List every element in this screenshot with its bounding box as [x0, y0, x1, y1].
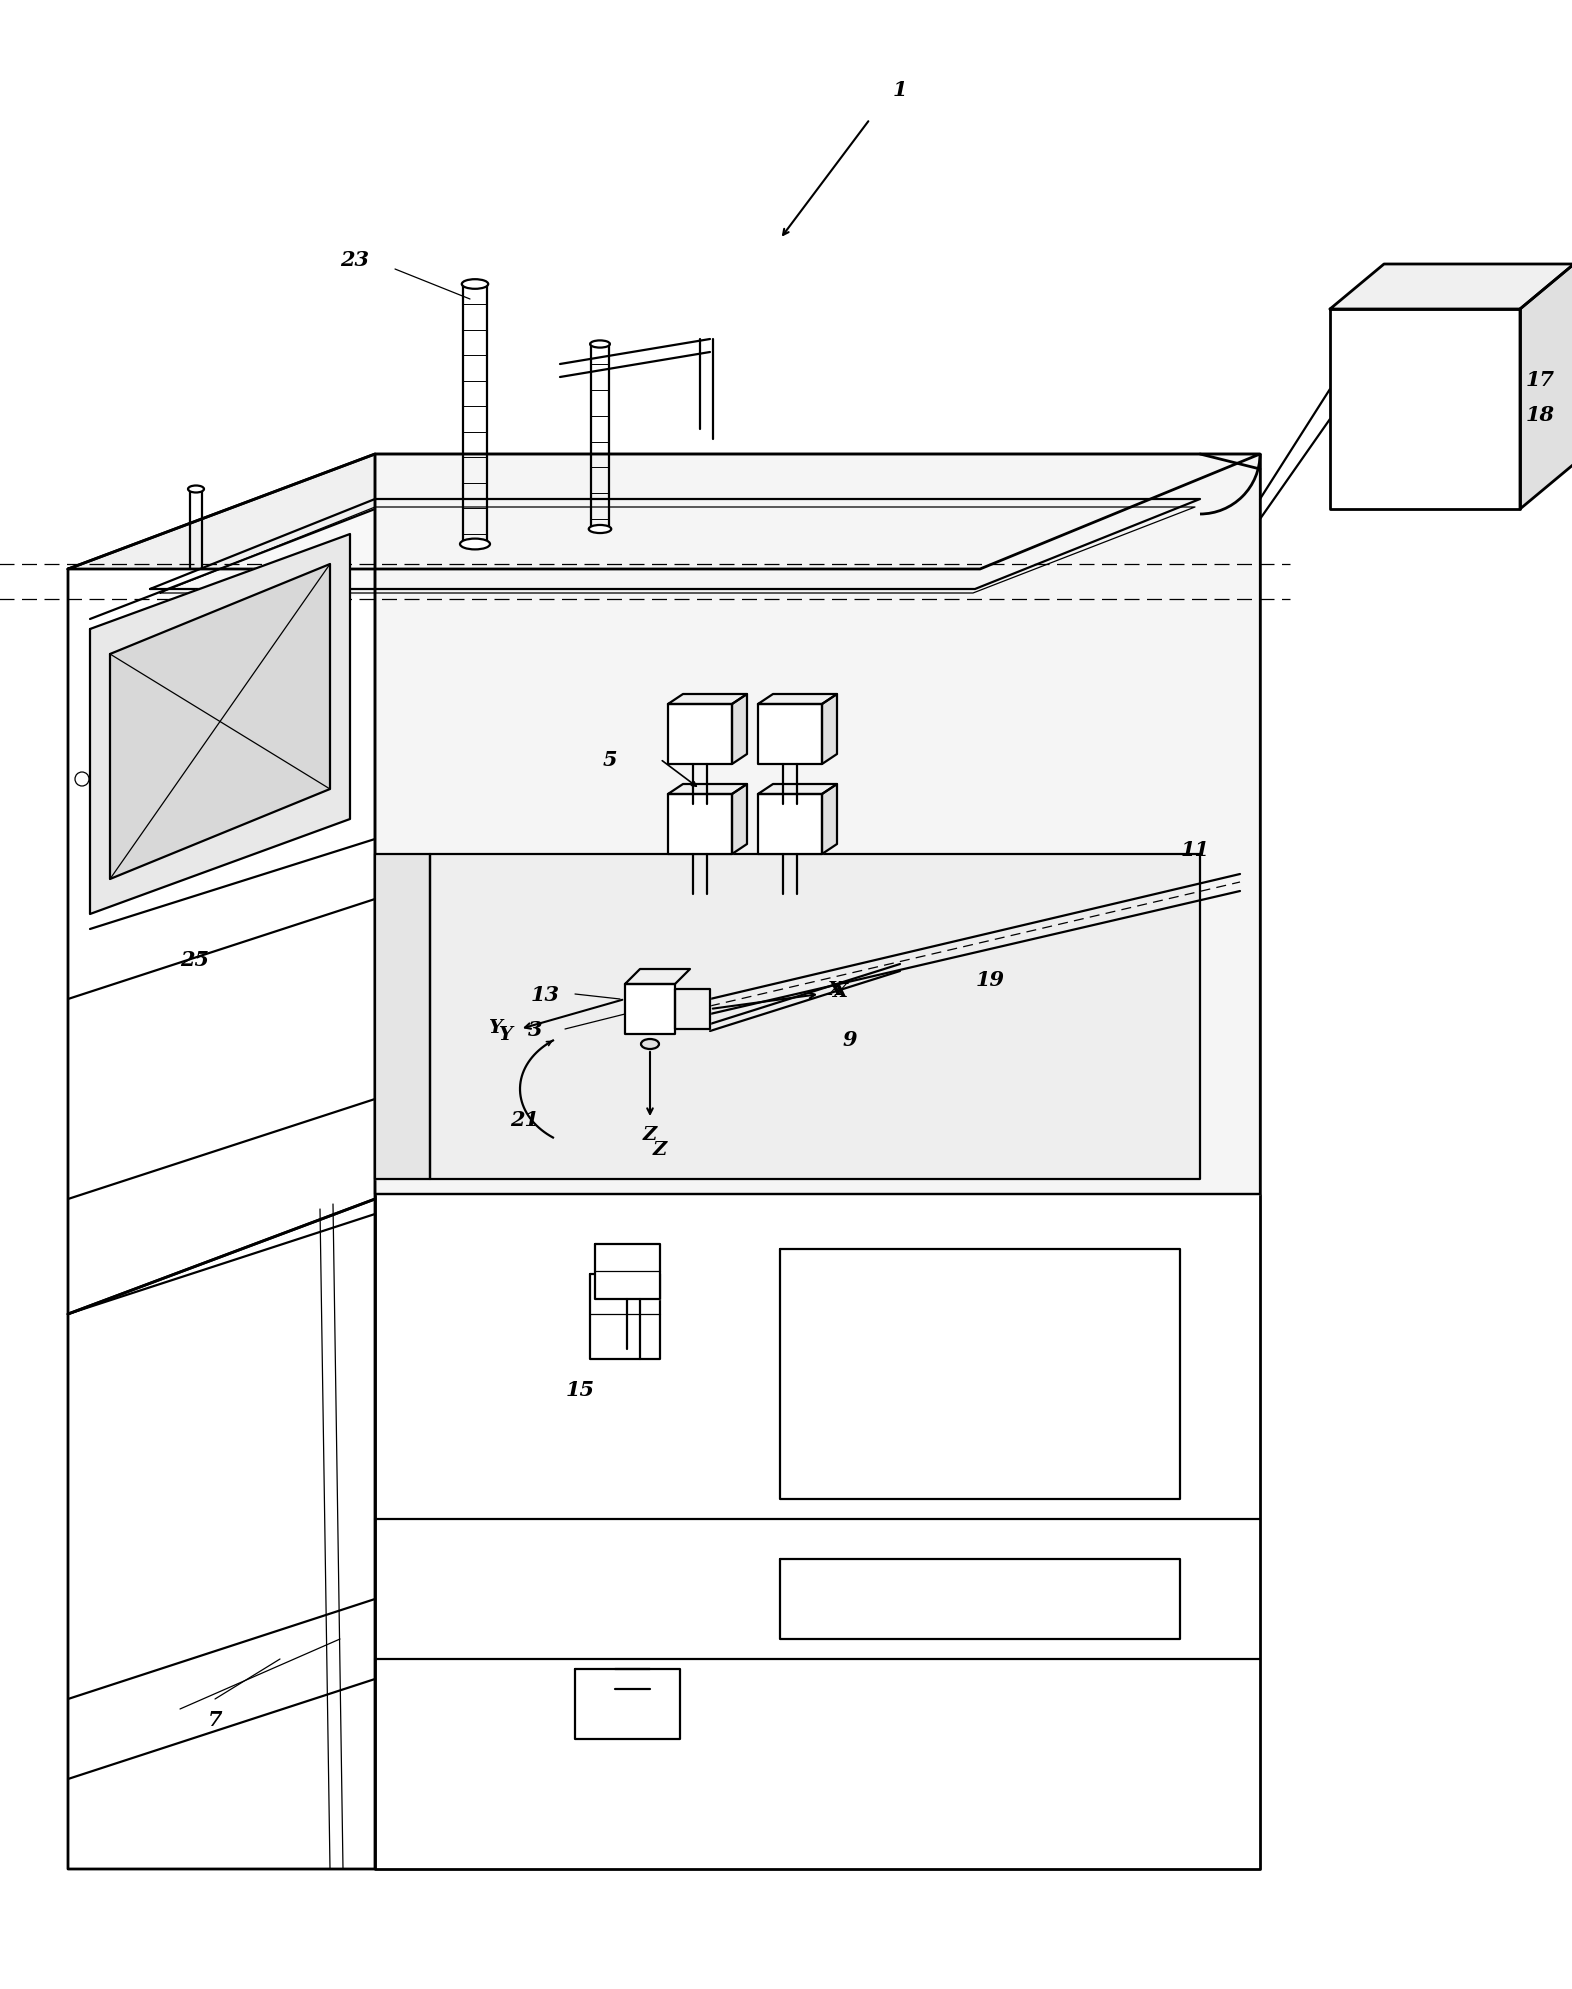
Ellipse shape: [590, 342, 610, 348]
Polygon shape: [431, 855, 1199, 1179]
Polygon shape: [68, 455, 1261, 569]
Polygon shape: [160, 509, 1193, 595]
Polygon shape: [626, 969, 690, 985]
Text: X: X: [827, 981, 843, 998]
Polygon shape: [376, 855, 431, 1179]
Polygon shape: [68, 1199, 376, 1870]
Ellipse shape: [461, 539, 490, 551]
Text: 1: 1: [893, 80, 907, 99]
Polygon shape: [90, 535, 351, 915]
Text: Z: Z: [643, 1126, 657, 1144]
Polygon shape: [733, 694, 747, 764]
Text: 19: 19: [976, 969, 1005, 989]
Polygon shape: [668, 794, 733, 855]
Text: 15: 15: [566, 1378, 594, 1400]
Text: 7: 7: [208, 1709, 222, 1728]
Text: 13: 13: [530, 985, 560, 1004]
Polygon shape: [376, 455, 1261, 1195]
Text: 23: 23: [341, 251, 369, 271]
Polygon shape: [1330, 265, 1572, 310]
Polygon shape: [590, 1275, 660, 1358]
Text: 3: 3: [528, 1020, 542, 1040]
Polygon shape: [822, 784, 836, 855]
Polygon shape: [110, 565, 330, 879]
Text: 5: 5: [602, 750, 618, 770]
Polygon shape: [575, 1669, 681, 1738]
Text: 9: 9: [843, 1030, 857, 1050]
Polygon shape: [626, 985, 674, 1034]
Polygon shape: [780, 1559, 1181, 1639]
Ellipse shape: [590, 525, 612, 533]
Ellipse shape: [641, 1040, 659, 1050]
Polygon shape: [674, 989, 711, 1030]
Polygon shape: [668, 784, 747, 794]
Polygon shape: [594, 1245, 660, 1299]
Polygon shape: [822, 694, 836, 764]
Polygon shape: [1330, 310, 1520, 509]
Polygon shape: [668, 694, 747, 704]
Text: 25: 25: [181, 949, 209, 969]
Ellipse shape: [462, 280, 489, 290]
Text: Y: Y: [487, 1018, 501, 1036]
Polygon shape: [780, 1249, 1181, 1500]
Text: X: X: [833, 983, 847, 1000]
Text: 11: 11: [1181, 839, 1209, 859]
Polygon shape: [758, 784, 836, 794]
Text: Y: Y: [498, 1026, 512, 1044]
Polygon shape: [733, 784, 747, 855]
Text: 17: 17: [1525, 370, 1555, 390]
Text: 21: 21: [511, 1110, 539, 1130]
Polygon shape: [758, 794, 822, 855]
Polygon shape: [758, 704, 822, 764]
Polygon shape: [758, 694, 836, 704]
Polygon shape: [68, 455, 376, 1315]
Text: 18: 18: [1525, 406, 1555, 426]
Polygon shape: [668, 704, 733, 764]
Ellipse shape: [189, 485, 204, 493]
Polygon shape: [1520, 265, 1572, 509]
Polygon shape: [376, 455, 1261, 1870]
Text: Z: Z: [652, 1140, 667, 1158]
